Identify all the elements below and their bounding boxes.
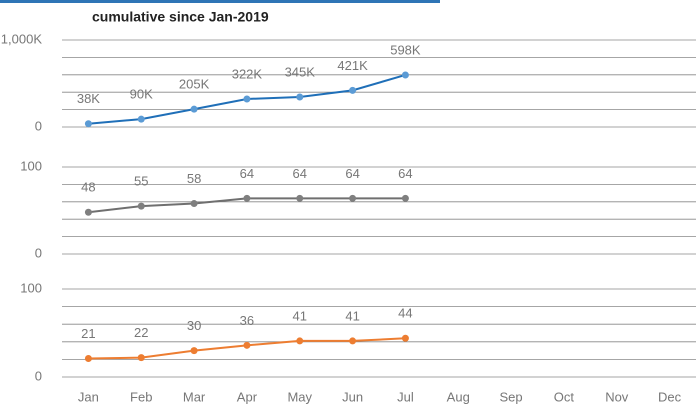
marker <box>296 194 304 202</box>
marker <box>84 208 92 216</box>
data-label: 38K <box>77 91 100 106</box>
x-tick-label: Jul <box>397 389 414 404</box>
data-label: 64 <box>240 166 254 181</box>
marker <box>243 194 251 202</box>
data-label: 598K <box>390 42 421 57</box>
marker <box>243 341 251 349</box>
marker <box>84 120 92 128</box>
cut-off-header <box>0 0 440 3</box>
y-tick-label: 100 <box>20 158 42 173</box>
x-tick-label: Mar <box>183 389 206 404</box>
marker <box>349 86 357 94</box>
data-label: 90K <box>130 87 153 102</box>
x-tick-label: Nov <box>605 389 629 404</box>
data-label: 322K <box>232 66 263 81</box>
marker <box>137 202 145 210</box>
x-tick-label: Jun <box>342 389 363 404</box>
marker <box>190 347 198 355</box>
x-tick-label: Dec <box>658 389 682 404</box>
y-tick-label: 0 <box>35 368 42 383</box>
marker <box>401 71 409 79</box>
chart-title: cumulative since Jan-2019 <box>92 9 269 25</box>
x-tick-label: Jan <box>78 389 99 404</box>
y-tick-label: 0 <box>35 245 42 260</box>
marker <box>190 105 198 113</box>
x-tick-label: May <box>287 389 312 404</box>
y-tick-label: 0 <box>35 118 42 133</box>
x-tick-label: Apr <box>237 389 258 404</box>
marker <box>401 334 409 342</box>
data-label: 205K <box>179 77 210 92</box>
data-label: 41 <box>293 308 307 323</box>
data-label: 64 <box>398 166 412 181</box>
marker <box>349 194 357 202</box>
data-label: 36 <box>240 313 254 328</box>
data-label: 64 <box>293 166 307 181</box>
marker <box>296 337 304 345</box>
x-tick-label: Sep <box>500 389 523 404</box>
marker <box>349 337 357 345</box>
marker <box>296 93 304 101</box>
data-label: 22 <box>134 325 148 340</box>
y-tick-label: 1,000K <box>1 31 43 46</box>
y-tick-label: 100 <box>20 280 42 295</box>
data-label: 41 <box>345 308 359 323</box>
data-label: 21 <box>81 326 95 341</box>
data-label: 58 <box>187 171 201 186</box>
marker <box>401 194 409 202</box>
data-label: 30 <box>187 318 201 333</box>
marker <box>137 354 145 362</box>
marker <box>243 95 251 103</box>
marker <box>190 200 198 208</box>
data-label: 64 <box>345 166 359 181</box>
marker <box>137 115 145 123</box>
data-label: 55 <box>134 174 148 189</box>
marker <box>84 355 92 363</box>
data-label: 48 <box>81 180 95 195</box>
x-tick-label: Aug <box>447 389 470 404</box>
data-label: 421K <box>337 58 368 73</box>
data-label: 345K <box>285 64 316 79</box>
x-tick-label: Oct <box>554 389 575 404</box>
data-label: 44 <box>398 306 412 321</box>
x-tick-label: Feb <box>130 389 152 404</box>
